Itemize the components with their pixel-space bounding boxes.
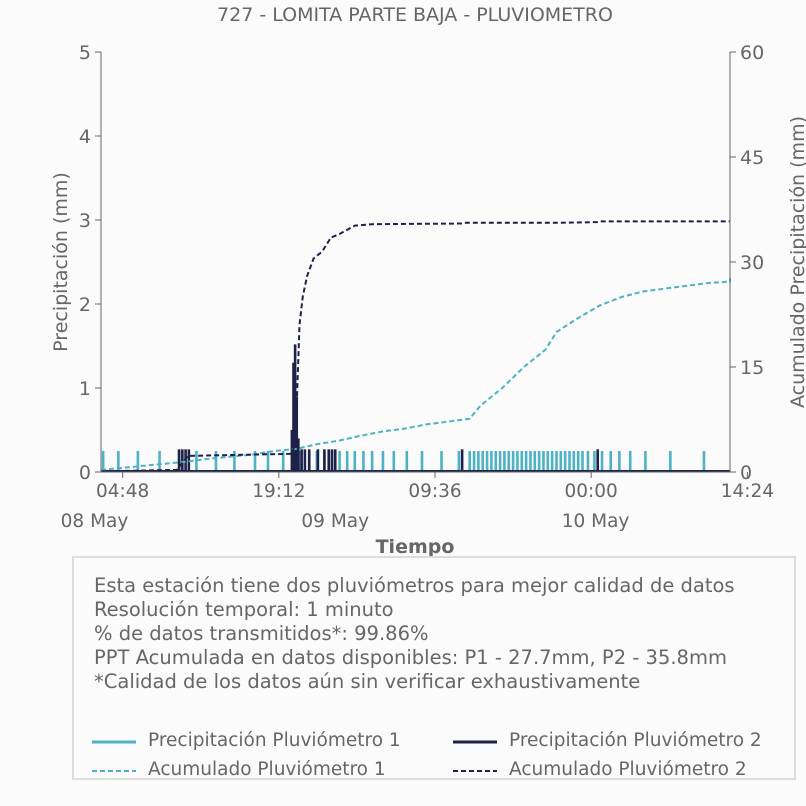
y-right-tick-label: 60 [740,42,764,64]
x-tick-label: 19:12 [252,481,305,502]
y-axis-right-label: Acumulado Precipitación (mm) [787,116,806,408]
chart-title: 727 - LOMITA PARTE BAJA - PLUVIOMETRO [217,4,613,26]
legend-swatch-p1-dashed [92,770,136,772]
x-tick-label: 04:48 [96,481,149,502]
rain-chart: 727 - LOMITA PARTE BAJA - PLUVIOMETRO 01… [50,4,806,558]
legend-swatch-p2-dashed [453,770,497,772]
y-right-tick-label: 30 [740,252,764,274]
legend-swatch-p2-solid [453,740,497,744]
x-axis-label: Tiempo [376,536,455,558]
info-line: Resolución temporal: 1 minuto [94,598,394,621]
precip-p2-bars [101,344,730,472]
y-axis-left-label: Precipitación (mm) [50,172,72,352]
y-left-tick-label: 4 [79,126,91,148]
y-left-tick-label: 5 [79,42,91,64]
legend-label-cum-p2: Acumulado Pluviómetro 2 [509,759,747,780]
cumulative-p1-line [100,278,731,471]
info-text: Esta estación tiene dos pluviómetros par… [94,574,735,694]
legend-label-precip-p2: Precipitación Pluviómetro 2 [509,730,762,751]
y-left-tick-label: 1 [79,378,91,400]
cumulative-lines [100,220,731,473]
x-tick-label: 14:24 [721,481,774,502]
y-right-tick-label: 0 [740,462,752,484]
y-right-tick-label: 45 [740,147,764,169]
info-line: PPT Acumulada en datos disponibles: P1 -… [94,646,727,669]
legend-label-precip-p1: Precipitación Pluviómetro 1 [148,730,401,751]
info-line: *Calidad de los datos aún sin verificar … [94,670,641,693]
legend-swatch-p1-solid [92,740,136,744]
x-tick-label: 00:00 [565,481,618,502]
info-line: Esta estación tiene dos pluviómetros par… [94,574,735,597]
y-left-tick-label: 3 [79,210,91,232]
precip-p1-bars [101,451,730,472]
x-date-label: 10 May [562,511,630,532]
info-legend-box: Esta estación tiene dos pluviómetros par… [72,556,796,780]
y-right-tick-label: 15 [740,357,764,379]
x-date-label: 09 May [301,511,369,532]
y-left-tick-label: 2 [79,294,91,316]
x-tick-label: 09:36 [408,481,461,502]
y-left-tick-label: 0 [79,462,91,484]
x-date-label: 08 May [61,511,129,532]
legend-label-cum-p1: Acumulado Pluviómetro 1 [148,759,386,780]
info-line: % de datos transmitidos*: 99.86% [94,622,429,645]
cumulative-p2-line [100,220,730,473]
